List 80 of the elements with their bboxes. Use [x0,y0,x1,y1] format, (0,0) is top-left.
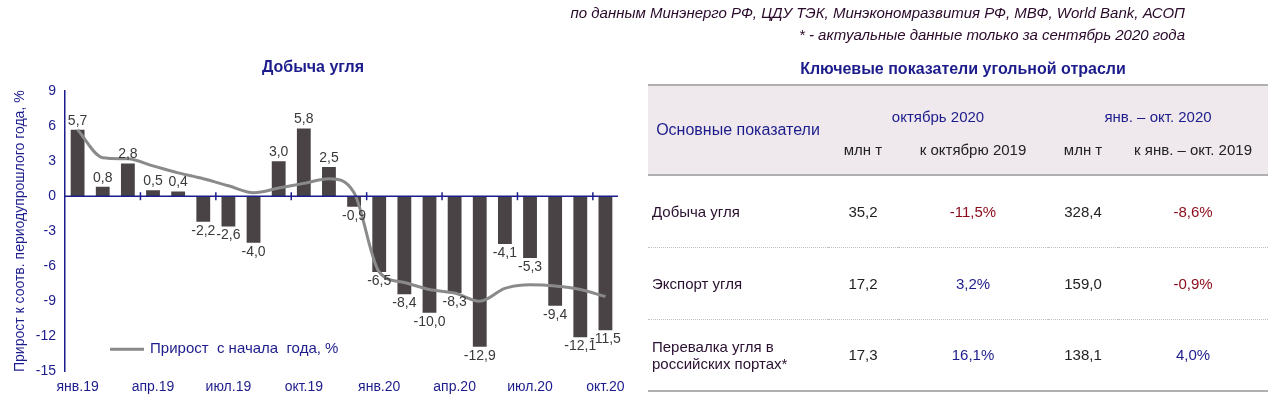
y-tick-label: -12 [35,327,57,344]
category-label: Добыча угля [652,202,740,220]
data-label: -4,1 [492,243,518,260]
text: 328,4 [1064,202,1102,220]
data-label: -9,4 [543,305,568,322]
bar [246,196,261,243]
y-tick-label: -6 [43,257,57,274]
text: 138,1 [1064,346,1102,364]
bar [548,196,563,306]
bar [221,196,236,227]
data-label: -12,9 [463,346,496,363]
text: Ключевые показатели угольной отрасли [799,59,1127,79]
x-tick-label: окт.19 [284,378,324,395]
data-label: -10,0 [413,312,446,329]
text: -11,5% [949,202,997,220]
data-label: 5,8 [294,110,314,127]
legend-label: Прирост с начала года, % [150,339,339,357]
text: -0,9% [1173,274,1213,292]
data-label: -4,0 [241,242,266,259]
text: Основные показатели [655,120,821,140]
data-label: 0,4 [168,173,189,190]
data-label: -6,5 [367,271,392,288]
x-tick-label: янв.20 [358,378,401,395]
y-axis-title: Прирост к соотв. периодупрошлого года, % [11,90,28,373]
data-label: 2,8 [118,145,138,162]
bar [422,196,437,313]
bar [296,128,311,197]
text: 16,1% [951,346,995,364]
text: 159,0 [1064,274,1102,292]
text: -8,6% [1173,202,1213,220]
data-label: 0,5 [143,172,163,189]
text: по данным Минэнерго РФ, ЦДУ ТЭК, Минэкономразвития РФ, МВФ, World Bank, АСОП [569,3,1185,23]
text: 17,3 [848,346,878,364]
category-label: к янв. – окт. 2019 [1133,140,1253,160]
bar [397,196,412,295]
text: * - актуальные данные только за сентябрь 2020 года [797,25,1185,45]
data-label: -8,4 [392,294,417,311]
data-label: -2,6 [216,226,241,243]
data-label: 2,5 [319,148,339,165]
x-tick-label: окт.20 [586,378,625,395]
category-label: млн т [842,140,884,160]
bar [472,196,487,347]
y-tick-label: 9 [48,82,57,99]
data-label: 5,7 [67,111,88,128]
chart-title: Добыча угля [261,58,365,76]
category-label: Перевалка угля в российских портах* [652,337,788,372]
bar [573,196,588,338]
y-tick-label: 6 [48,117,57,134]
bar [70,129,85,197]
bar [196,196,211,222]
x-tick-label: янв.19 [56,378,99,395]
data-label: -8,3 [442,292,467,309]
y-tick-label: 0 [48,187,57,204]
bar [447,196,462,294]
data-label: -5,3 [517,257,543,274]
x-tick-label: июл.19 [205,378,252,395]
category-label: Экспорт угля [652,274,743,292]
text: октябрь 2020 [890,107,986,125]
y-tick-label: -15 [35,362,57,379]
bar [497,196,512,245]
data-label: 3,0 [268,143,289,160]
x-tick-label: июл.20 [507,378,554,395]
text: 4,0% [1175,346,1211,364]
data-label: -2,2 [191,221,216,238]
bar [372,196,387,273]
category-label: к октябрю 2019 [918,140,1028,160]
bar [120,163,135,197]
bar [598,196,613,331]
bar [523,196,537,259]
x-tick-label: апр.20 [433,378,477,395]
text: 3,2% [955,274,991,292]
data-label: 0,8 [93,168,113,185]
text: 17,2 [848,274,878,292]
text: янв. – окт. 2020 [1103,107,1213,125]
x-tick-label: апр.19 [131,378,175,395]
text: 35,2 [848,202,878,220]
category-label: млн т [1062,140,1104,160]
y-tick-label: 3 [48,152,57,169]
y-tick-label: -3 [43,222,57,239]
y-tick-label: -9 [43,292,57,309]
